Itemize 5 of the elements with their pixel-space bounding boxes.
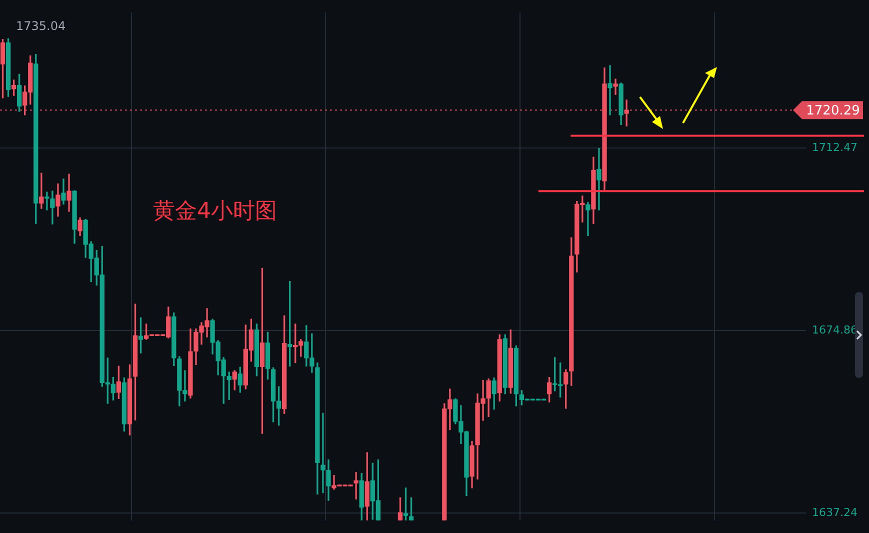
- text: 黄金4小时图: [153, 198, 277, 226]
- y-tick-label: 1712.47: [812, 140, 858, 154]
- annotation: 1735.04: [16, 19, 66, 34]
- y-tick-label: 1637.24: [812, 506, 858, 519]
- ref-line-label: 1720.29: [806, 104, 860, 119]
